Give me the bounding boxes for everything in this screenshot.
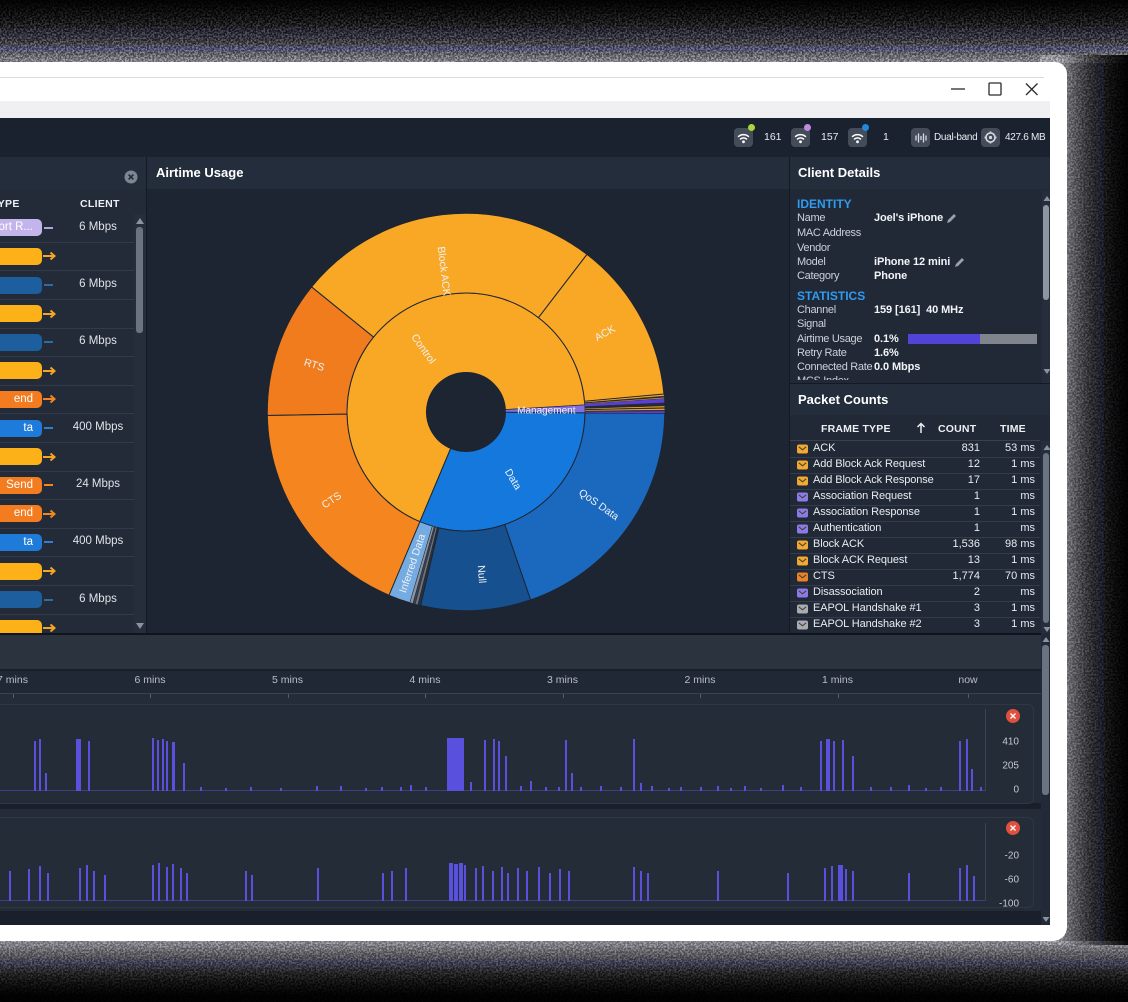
svg-text:RTS: RTS — [302, 357, 325, 375]
svg-text:Block ACK: Block ACK — [435, 246, 453, 297]
svg-text:Management: Management — [517, 406, 576, 417]
svg-text:Null: Null — [475, 565, 488, 584]
